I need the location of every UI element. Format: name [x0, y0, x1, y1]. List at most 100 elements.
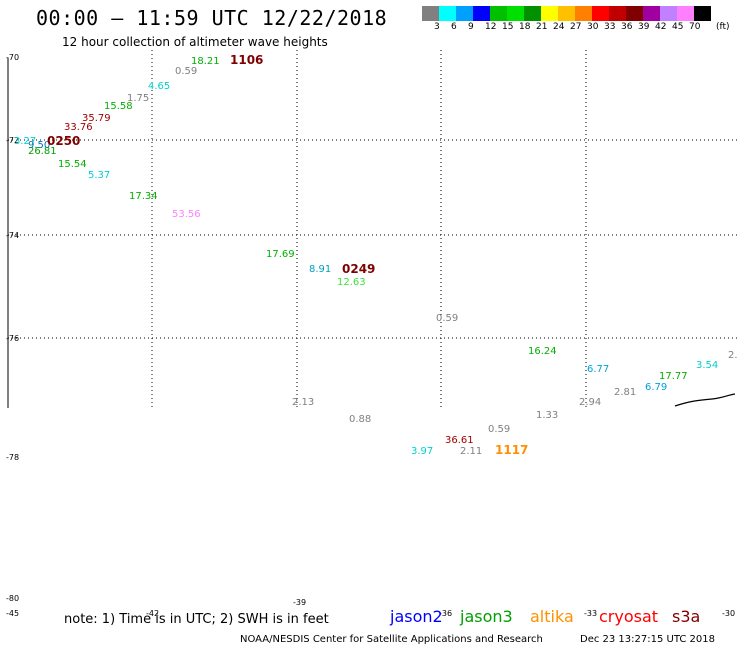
colorbar-tick-label: 18: [519, 22, 531, 32]
wave-height-label: 33.76: [64, 122, 93, 133]
wave-height-label: 1.33: [536, 410, 558, 421]
wave-height-label: 1.75: [127, 93, 149, 104]
legend-label: s3a: [672, 607, 701, 626]
wave-height-label: 12.63: [337, 277, 366, 288]
wave-height-label: 26.81: [28, 146, 57, 157]
colorbar-tick-label: 12: [485, 22, 497, 32]
lon-label: -45: [6, 609, 19, 618]
wave-height-label: 4.65: [148, 81, 170, 92]
colorbar-tick-label: 24: [553, 22, 565, 32]
legend-label: jason3: [460, 607, 513, 626]
wave-height-label: 8.91: [309, 264, 331, 275]
wave-height-label: 9.50: [28, 140, 50, 151]
wave-height-label: 2.11: [460, 446, 482, 457]
colorbar-swatch: [694, 6, 711, 21]
lon-label: -39: [293, 598, 306, 607]
wave-height-label: 2.: [728, 350, 738, 361]
wave-height-label: 6.79: [645, 382, 667, 393]
colorbar-tick-label: 27: [570, 22, 582, 32]
lon-label: -30: [722, 609, 735, 618]
colorbar-swatch: [490, 6, 507, 21]
colorbar-tick-label: 6: [451, 22, 457, 32]
colorbar-swatch: [507, 6, 524, 21]
colorbar-swatch: [592, 6, 609, 21]
lat-label: -80: [6, 594, 19, 603]
legend-jason3: jason3: [460, 607, 513, 626]
colorbar-tick-label: 15: [502, 22, 514, 32]
wave-height-label: 53.56: [172, 209, 201, 220]
colorbar-tick-label: 36: [621, 22, 633, 32]
colorbar-unit: (ft): [716, 22, 730, 32]
colorbar-tick-label: 30: [587, 22, 599, 32]
wave-height-label: 15.58: [104, 101, 133, 112]
colorbar-swatch: [677, 6, 694, 21]
wave-height-label: 18.21: [191, 56, 220, 67]
legend-jason2: jason2: [390, 607, 443, 626]
lon-label: -33: [584, 609, 597, 618]
legend-label: altika: [530, 607, 574, 626]
lat-label: -74: [6, 231, 19, 240]
lat-label: -72: [6, 136, 19, 145]
coastline: [674, 393, 736, 407]
colorbar-tick-label: 42: [655, 22, 667, 32]
colorbar-tick-label: 70: [689, 22, 701, 32]
colorbar-swatch: [439, 6, 456, 21]
legend-s3a: s3a: [672, 607, 700, 626]
legend-cryosat: cryosat: [599, 607, 658, 626]
colorbar-tick-label: 21: [536, 22, 548, 32]
lon-label: -42: [146, 609, 159, 618]
colorbar-swatch: [609, 6, 626, 21]
colorbar-swatch: [626, 6, 643, 21]
lat-label: -78: [6, 453, 19, 462]
wave-height-label: 5.37: [88, 170, 110, 181]
wave-height-readings: 18.21 1106 0.59 4.65 1.75 15.58 35.79 33…: [14, 53, 738, 457]
wave-height-label: 0.59: [175, 66, 197, 77]
pass-time-label: 1106: [230, 53, 263, 67]
lat-label: -76: [6, 334, 19, 343]
colorbar-swatch: [473, 6, 490, 21]
wave-height-label: 35.79: [82, 113, 111, 124]
wave-height-label: 0.88: [349, 414, 371, 425]
timestamp: Dec 23 13:27:15 UTC 2018: [580, 634, 715, 645]
colorbar-swatch: [643, 6, 660, 21]
colorbar-swatch: [575, 6, 592, 21]
wave-height-label: 3.97: [411, 446, 433, 457]
colorbar-swatch: [524, 6, 541, 21]
colorbar-swatch: [660, 6, 677, 21]
pass-time-label: 0249: [342, 262, 375, 276]
wave-height-label: 17.77: [659, 371, 688, 382]
wave-height-label: 17.69: [266, 249, 295, 260]
wave-height-label: 0.59: [488, 424, 510, 435]
lon-label: -36: [439, 609, 452, 618]
wave-height-label: 0.59: [436, 313, 458, 324]
pass-time-label: 0250: [47, 134, 80, 148]
colorbar: [422, 6, 711, 21]
colorbar-swatch: [558, 6, 575, 21]
colorbar-tick-label: 39: [638, 22, 650, 32]
wave-height-label: 2.13: [292, 397, 314, 408]
colorbar-swatch: [422, 6, 439, 21]
legend-label: cryosat: [599, 607, 659, 626]
pass-time-label: 1117: [495, 443, 528, 457]
colorbar-tick-label: 45: [672, 22, 684, 32]
wave-height-label: 3.54: [696, 360, 718, 371]
footnote: note: 1) Time is in UTC; 2) SWH is in fe…: [64, 612, 329, 627]
page-subtitle: 12 hour collection of altimeter wave hei…: [62, 35, 328, 49]
wave-height-label: 3.27: [14, 136, 36, 147]
wave-height-label: 16.24: [528, 346, 557, 357]
credit-text: NOAA/NESDIS Center for Satellite Applica…: [240, 634, 543, 645]
wave-height-label: 15.54: [58, 159, 87, 170]
page-title: 00:00 – 11:59 UTC 12/22/2018: [36, 6, 388, 30]
legend-altika: altika: [530, 607, 574, 626]
colorbar-tick-label: 33: [604, 22, 616, 32]
colorbar-tick-label: 3: [434, 22, 440, 32]
colorbar-swatch: [541, 6, 558, 21]
wave-height-label: 17.34: [129, 191, 158, 202]
wave-height-label: 36.61: [445, 435, 474, 446]
colorbar-tick-label: 9: [468, 22, 474, 32]
colorbar-swatch: [456, 6, 473, 21]
lat-label: -70: [6, 53, 19, 62]
wave-height-label: 2.94: [579, 397, 601, 408]
wave-height-label: 2.81: [614, 387, 636, 398]
